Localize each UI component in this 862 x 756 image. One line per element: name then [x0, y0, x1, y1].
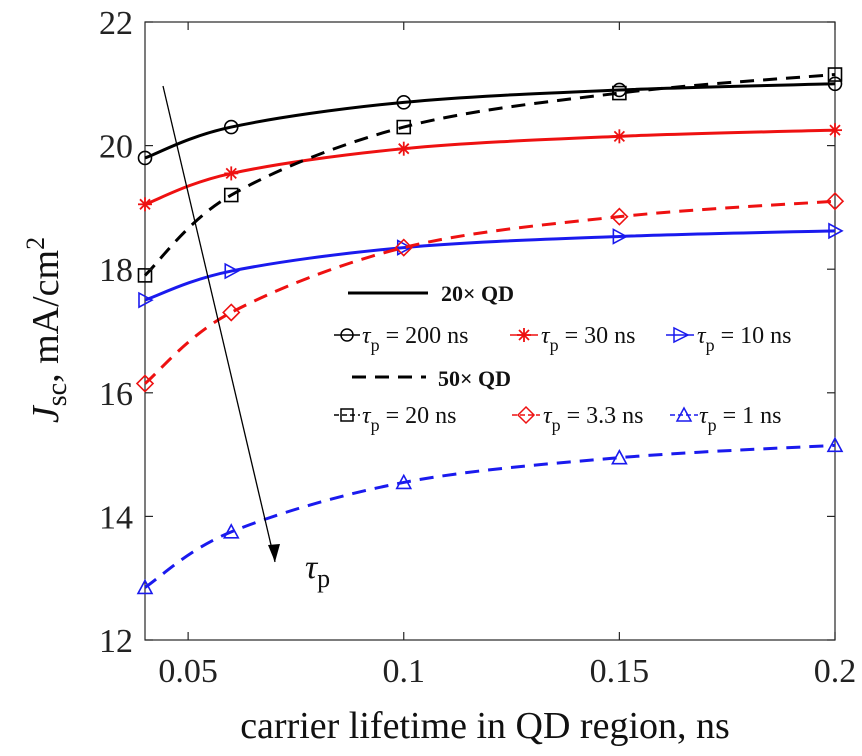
plot-area: [144, 21, 836, 641]
y-tick-label: 14: [99, 499, 133, 536]
data-point-circle: [223, 119, 239, 135]
tau-p-trend-arrow: [162, 85, 280, 563]
legend-entry-tau-200-value: = 200 ns: [380, 323, 469, 349]
legend-entry-tau-1-subscript: p: [708, 415, 717, 435]
data-point-square: [396, 119, 412, 135]
series-layer: [135, 67, 845, 595]
legend-entry-tau-1-symbol: τ: [699, 403, 709, 429]
x-tick-label: 0.05: [158, 653, 218, 690]
data-point-circle: [827, 76, 843, 92]
legend-group-20x-qd: 20× QD: [441, 281, 514, 306]
data-point-triangle-up: [395, 473, 413, 490]
y-tick-label: 16: [99, 376, 133, 413]
series-line: [144, 229, 836, 302]
data-point-triangle-up: [222, 523, 240, 539]
legend-entry-tau-30-symbol: τ: [541, 323, 551, 349]
data-point-diamond: [135, 374, 155, 393]
data-point-triangle-up: [136, 578, 154, 595]
x-tick-label: 0.1: [383, 653, 426, 690]
data-point-square: [827, 67, 843, 82]
data-point-triangle-up: [611, 449, 628, 465]
series-line: [143, 73, 836, 277]
data-point-circle: [396, 95, 412, 110]
data-point-diamond: [394, 238, 413, 257]
data-point-triangle-right: [138, 291, 154, 309]
data-point-square: [612, 85, 627, 101]
data-point-diamond: [222, 303, 241, 322]
legend-entry-tau-10-symbol: τ: [697, 323, 707, 349]
y-axis-title-superscript: 2: [21, 237, 50, 250]
x-tick-label: 0.2: [814, 653, 857, 690]
legend-entry-tau-20: τp = 20 ns: [362, 403, 456, 435]
y-axis-title-symbol: J: [25, 404, 67, 423]
legend-entry-tau-3-3-subscript: p: [552, 415, 561, 435]
series--p-20-ns: [137, 67, 843, 283]
data-point-triangle-right: [828, 222, 844, 240]
tau-p-annotation-symbol: τ: [305, 549, 319, 586]
series-line: [144, 82, 836, 160]
data-point-triangle-up: [826, 436, 844, 453]
ticks-layer: 0.05 0.1 0.15 0.2 12 14 16 18 20 22: [99, 5, 856, 690]
legend: 20× QD τp = 200 ns τp = 30 ns τp = 10 ns: [334, 281, 791, 435]
data-point-triangle-right: [612, 228, 629, 245]
legend-entry-tau-200-symbol: τ: [362, 323, 372, 349]
legend-entry-tau-10-subscript: p: [706, 335, 715, 355]
legend-circle-marker: [340, 328, 354, 342]
data-point-asterisk: [828, 123, 842, 138]
legend-entry-tau-3-3: τp = 3.3 ns: [543, 403, 643, 435]
tau-p-annotation-subscript: p: [317, 564, 330, 593]
data-point-asterisk: [138, 197, 152, 212]
legend-square-marker: [340, 408, 354, 422]
data-point-triangle-right: [396, 239, 413, 256]
data-point-asterisk: [224, 166, 239, 181]
legend-diamond-marker: [516, 405, 536, 425]
data-point-square: [223, 187, 239, 203]
data-point-diamond: [825, 192, 845, 211]
series--p-200-ns: [137, 76, 843, 166]
legend-group-50x-qd: 50× QD: [438, 366, 511, 391]
series-line: [144, 128, 836, 206]
x-tick-label: 0.15: [590, 653, 650, 690]
legend-triangle-up-marker: [675, 406, 693, 422]
legend-triangle-right-marker: [673, 326, 690, 344]
series-line: [144, 443, 836, 589]
legend-entry-tau-20-value: = 20 ns: [380, 403, 457, 429]
y-tick-label: 20: [99, 129, 133, 166]
series--p-1-ns: [136, 436, 844, 595]
data-point-diamond: [610, 207, 629, 226]
series-line: [144, 199, 836, 385]
data-point-triangle-right: [224, 262, 240, 280]
y-tick-label: 22: [99, 5, 133, 42]
series--p-30-ns: [138, 123, 842, 212]
y-axis-title-units: , mA/cm: [25, 250, 67, 383]
legend-entry-tau-1: τp = 1 ns: [699, 403, 781, 435]
y-axis-title: Jsc, mA/cm2: [21, 237, 73, 423]
legend-entry-tau-30-subscript: p: [550, 335, 559, 355]
legend-entry-tau-20-subscript: p: [371, 415, 380, 435]
y-tick-label: 12: [99, 623, 133, 660]
legend-asterisk-marker: [517, 328, 531, 342]
legend-entry-tau-1-value: = 1 ns: [717, 403, 782, 429]
legend-entry-tau-10-value: = 10 ns: [715, 323, 792, 349]
y-tick-label: 18: [99, 252, 133, 289]
data-point-asterisk: [396, 141, 411, 156]
legend-entry-tau-3-3-value: = 3.3 ns: [561, 403, 644, 429]
series--p-3-3-ns: [135, 192, 845, 393]
legend-entry-tau-30-value: = 30 ns: [559, 323, 636, 349]
data-point-circle: [137, 150, 153, 166]
series--p-10-ns: [138, 222, 844, 309]
legend-entry-tau-20-symbol: τ: [362, 403, 372, 429]
legend-entry-tau-200: τp = 200 ns: [362, 323, 468, 355]
data-point-asterisk: [612, 129, 627, 144]
x-axis-title: carrier lifetime in QD region, ns: [240, 705, 730, 747]
tau-p-annotation: τp: [305, 549, 330, 593]
legend-entry-tau-3-3-symbol: τ: [543, 403, 553, 429]
legend-entry-tau-30: τp = 30 ns: [541, 323, 635, 355]
legend-entry-tau-10: τp = 10 ns: [697, 323, 791, 355]
y-axis-title-subscript: sc: [42, 383, 73, 406]
legend-entry-tau-200-subscript: p: [371, 335, 380, 355]
